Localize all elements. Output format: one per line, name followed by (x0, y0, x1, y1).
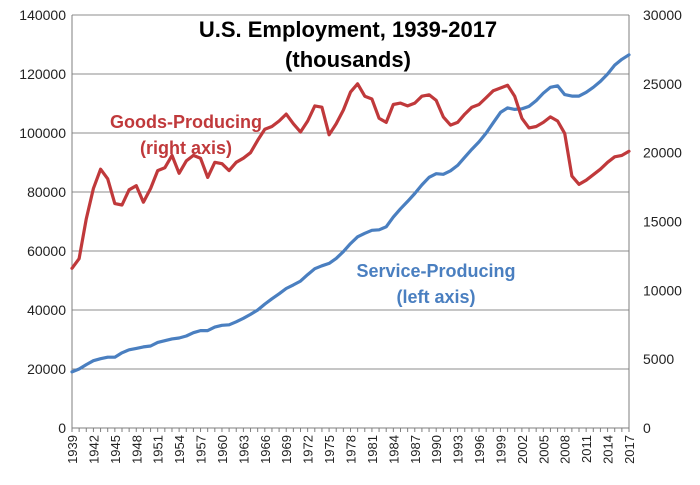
goods-producing-label: (right axis) (140, 138, 232, 158)
right-tick-label: 10000 (643, 282, 682, 298)
x-tick-label: 2014 (601, 435, 616, 464)
service-producing-label: (left axis) (396, 287, 475, 307)
left-tick-label: 100000 (19, 125, 66, 141)
x-axis-ticks: 1939 1942 1945 1948 1951 1954 1957 1960 1963 1966… (65, 435, 637, 464)
x-tick-label: 1990 (429, 435, 444, 464)
x-tick-label: 1945 (108, 435, 123, 464)
x-tick-label: 2008 (558, 435, 573, 464)
x-tick-label: 1987 (408, 435, 423, 464)
left-axis-ticks: 0 20000 40000 60000 80000 100000 120000 140000 (19, 7, 66, 436)
chart-title: U.S. Employment, 1939-2017 (199, 17, 497, 42)
goods-producing-label: Goods-Producing (110, 112, 262, 132)
left-tick-label: 80000 (27, 184, 66, 200)
x-tick-label: 1984 (386, 435, 401, 464)
x-tick-label: 1951 (151, 435, 166, 464)
grid (72, 14, 629, 370)
service-producing-label: Service-Producing (356, 261, 515, 281)
x-tick-label: 1966 (258, 435, 273, 464)
x-tick-label: 1939 (65, 435, 80, 464)
left-tick-label: 40000 (27, 302, 66, 318)
x-tick-label: 1948 (129, 435, 144, 464)
left-tick-label: 0 (58, 420, 66, 436)
right-tick-label: 5000 (643, 351, 674, 367)
left-tick-label: 20000 (27, 361, 66, 377)
left-tick-label: 140000 (19, 7, 66, 23)
x-tick-label: 1963 (236, 435, 251, 464)
x-tick-label: 1954 (172, 435, 187, 464)
x-tick-label: 1975 (322, 435, 337, 464)
right-tick-label: 0 (643, 420, 651, 436)
right-axis-ticks: 0 5000 10000 15000 20000 25000 30000 (643, 7, 682, 436)
axes (71, 15, 630, 432)
goods-producing-line (70, 82, 631, 270)
x-tick-label: 1942 (86, 435, 101, 464)
x-tick-label: 1996 (472, 435, 487, 464)
right-tick-label: 30000 (643, 7, 682, 23)
x-tick-label: 1969 (279, 435, 294, 464)
service-producing-line (70, 53, 631, 374)
x-tick-label: 1978 (344, 435, 359, 464)
x-tick-label: 1993 (451, 435, 466, 464)
x-tick-label: 1999 (493, 435, 508, 464)
x-tick-label: 1981 (365, 435, 380, 464)
x-tick-label: 2002 (515, 435, 530, 464)
right-tick-label: 25000 (643, 76, 682, 92)
left-tick-label: 120000 (19, 66, 66, 82)
x-tick-label: 1957 (194, 435, 209, 464)
chart-subtitle: (thousands) (285, 47, 411, 72)
x-tick-label: 2011 (579, 435, 594, 463)
right-tick-label: 20000 (643, 145, 682, 161)
series (70, 53, 631, 374)
x-tick-label: 2005 (536, 435, 551, 464)
series-labels: Service-Producing (left axis) Goods-Produc… (110, 112, 516, 307)
left-tick-label: 60000 (27, 243, 66, 259)
x-tick-label: 1960 (215, 435, 230, 464)
x-tick-label: 2017 (622, 435, 637, 464)
x-tick-label: 1972 (301, 435, 316, 464)
right-tick-label: 15000 (643, 214, 682, 230)
